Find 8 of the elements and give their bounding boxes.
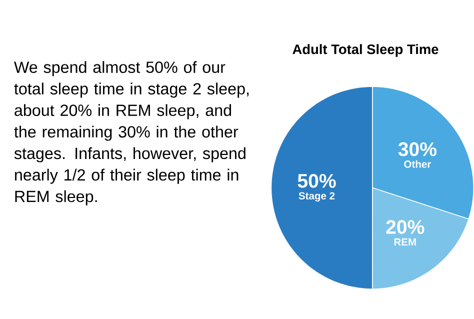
data-label: 50% [298, 174, 336, 188]
text: We spend almost 50% of our total sleep time in stage 2 sleep, about 20% in REM sleep, and the remaining 30% in the other stages. Infants, however, spend nearly 1/2 of their sleep time in REM sleep. [14, 60, 249, 206]
data-label: 20% [386, 220, 424, 234]
data-label: 30% [398, 142, 437, 156]
slice-label: Stage 2 [298, 192, 335, 202]
chart-title: Adult Total Sleep Time [292, 44, 438, 57]
slice-label: REM [394, 238, 416, 246]
slice-label: Other [404, 160, 431, 168]
